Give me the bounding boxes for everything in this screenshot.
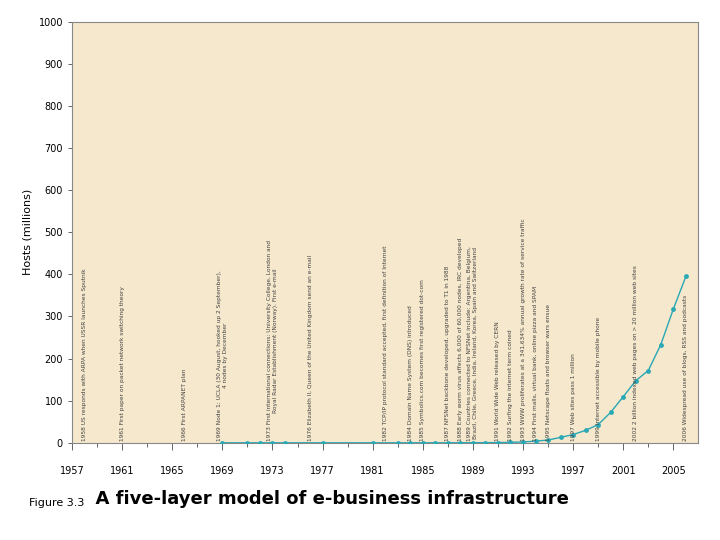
Text: 1993 WWW proliferates at a 341,634% annual growth rate of service traffic: 1993 WWW proliferates at a 341,634% annu… (521, 218, 526, 441)
Y-axis label: Hosts (millions): Hosts (millions) (23, 189, 33, 275)
Text: 1995 Netscape floats and browser wars ensue: 1995 Netscape floats and browser wars en… (546, 303, 551, 441)
Point (517, 437, 528, 446)
Point (655, 340, 667, 349)
Text: 1987 NFSNet backbone developed, upgraded to T1 in 1988: 1987 NFSNet backbone developed, upgraded… (446, 265, 450, 441)
Text: 1992 Surfing the internet term coined: 1992 Surfing the internet term coined (508, 329, 513, 441)
Point (605, 408, 616, 417)
Point (580, 426, 591, 435)
Point (405, 438, 416, 447)
Point (317, 438, 328, 447)
Point (367, 438, 379, 447)
Point (680, 272, 692, 281)
Point (542, 436, 554, 444)
Point (630, 376, 642, 385)
Point (667, 305, 679, 313)
Point (392, 438, 403, 447)
Text: 1984 Domain Name System (DNS) introduced: 1984 Domain Name System (DNS) introduced (408, 305, 413, 441)
Point (266, 438, 278, 447)
Point (618, 393, 629, 401)
Point (480, 438, 491, 447)
Text: 1973 First international connections: University College, London and
Royal Radar: 1973 First international connections: Un… (267, 240, 278, 441)
Text: 2006 Widespread use of blogs, RSS and podcasts: 2006 Widespread use of blogs, RSS and po… (683, 294, 688, 441)
Text: 2002 2 billion indexed web pages on > 20 million web sites: 2002 2 billion indexed web pages on > 20… (634, 265, 638, 441)
Text: 1991 World Wide Web released by CERN: 1991 World Wide Web released by CERN (495, 321, 500, 441)
Point (555, 433, 567, 442)
Text: 1997 Web sites pass 1 million: 1997 Web sites pass 1 million (571, 353, 575, 441)
Text: 1982 TCP/IP protocol standard accepted, first definition of Internet: 1982 TCP/IP protocol standard accepted, … (383, 245, 387, 441)
Point (254, 438, 266, 447)
Point (492, 438, 504, 447)
Point (567, 430, 579, 439)
Point (217, 438, 228, 447)
Text: 1989 Countries connected to NFSNet include: Argentina, Belgium,
Brazil, Chile, G: 1989 Countries connected to NFSNet inclu… (467, 246, 478, 441)
Text: 1966 First ARPANET plan: 1966 First ARPANET plan (182, 368, 187, 441)
Text: A five-layer model of e-business infrastructure: A five-layer model of e-business infrast… (83, 490, 569, 508)
Text: 1999 Internet accessible by mobile phone: 1999 Internet accessible by mobile phone (595, 316, 600, 441)
Point (505, 438, 516, 447)
Point (242, 438, 253, 447)
Point (417, 438, 428, 447)
Text: 1988 Early worm virus affects 6,000 of 60,000 nodes, IRC developed: 1988 Early worm virus affects 6,000 of 6… (458, 238, 463, 441)
Point (467, 438, 479, 447)
Point (430, 438, 441, 447)
Text: 1976 Elizabeth II, Queen of the United Kingdom send an e-mail: 1976 Elizabeth II, Queen of the United K… (307, 254, 312, 441)
Point (454, 438, 466, 447)
Text: 1958 US responds with ARPA when USSR launches Sputnik: 1958 US responds with ARPA when USSR lau… (82, 268, 87, 441)
Text: 1961 First paper on packet network switching theory: 1961 First paper on packet network switc… (120, 286, 125, 441)
Point (442, 438, 454, 447)
Text: Figure 3.3: Figure 3.3 (29, 497, 84, 508)
Point (642, 366, 654, 375)
Text: 1985 Symbolics.com becomes first registered dot-com: 1985 Symbolics.com becomes first registe… (420, 279, 426, 441)
Point (279, 438, 291, 447)
Text: 1994 First malls, virtual bank, online pizza and SPAM: 1994 First malls, virtual bank, online p… (533, 286, 538, 441)
Point (530, 437, 541, 445)
Point (593, 420, 604, 429)
Text: 1969 Node 1: UCLA (30 August, hooked up 2 September),
4 nodes by December: 1969 Node 1: UCLA (30 August, hooked up … (217, 270, 228, 441)
